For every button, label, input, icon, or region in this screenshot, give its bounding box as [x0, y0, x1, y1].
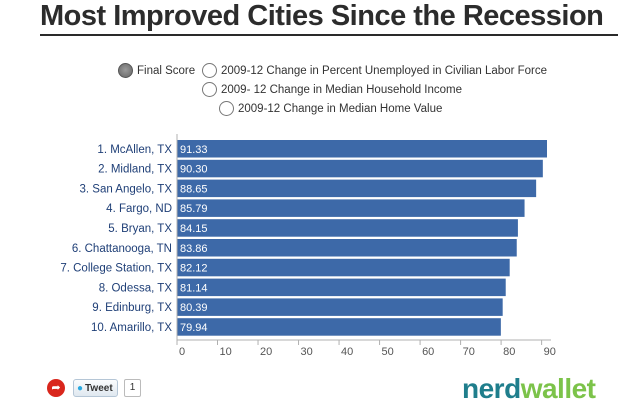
data-label: 80.39	[180, 302, 208, 314]
bar	[177, 219, 518, 237]
option-income-change[interactable]: 2009- 12 Change in Median Household Inco…	[202, 82, 462, 97]
share-button[interactable]: ➦	[47, 379, 65, 397]
option-label: 2009-12 Change in Median Home Value	[238, 102, 443, 115]
x-tick-label: 0	[179, 346, 185, 358]
x-tick-label: 80	[503, 346, 515, 358]
tweet-button[interactable]: ● Tweet	[73, 379, 118, 397]
bar	[177, 318, 501, 336]
x-tick-label: 50	[382, 346, 394, 358]
bar	[177, 179, 537, 198]
bar	[177, 140, 547, 158]
share-icon: ➦	[51, 382, 61, 394]
data-label: 90.30	[180, 164, 208, 176]
option-label: Final Score	[137, 64, 196, 77]
data-label: 83.86	[180, 243, 208, 255]
option-label: 2009- 12 Change in Median Household Inco…	[221, 83, 463, 96]
data-label: 82.12	[180, 263, 208, 275]
category-label: 3. San Angelo, TX	[80, 183, 173, 195]
x-tick-label: 60	[422, 346, 434, 358]
nerdwallet-logo: nerdwallet	[462, 373, 596, 404]
bar	[177, 278, 506, 297]
category-label: 5. Bryan, TX	[108, 223, 172, 235]
title-divider	[40, 34, 618, 36]
bar	[177, 298, 503, 316]
x-tick-label: 20	[260, 346, 272, 358]
x-tick-label: 40	[341, 346, 353, 358]
option-label: 2009-12 Change in Percent Unemployed in …	[221, 64, 548, 77]
option-unemployment-change[interactable]: 2009-12 Change in Percent Unemployed in …	[202, 63, 547, 78]
data-label: 91.33	[180, 144, 208, 156]
category-label: 2. Midland, TX	[98, 164, 172, 176]
bar	[177, 239, 517, 257]
category-label: 4. Fargo, ND	[106, 203, 172, 215]
category-label: 6. Chattanooga, TN	[72, 243, 172, 255]
data-label: 84.15	[180, 223, 208, 235]
twitter-bird-icon: ●	[77, 382, 84, 394]
category-label: 10. Amarillo, TX	[91, 322, 172, 334]
x-tick-label: 10	[220, 346, 232, 358]
page-title: Most Improved Cities Since the Recession	[40, 0, 604, 32]
data-label: 88.65	[180, 183, 208, 195]
radio-button[interactable]	[219, 101, 234, 116]
category-label: 7. College Station, TX	[60, 263, 172, 275]
x-tick-label: 30	[301, 346, 313, 358]
radio-button[interactable]	[118, 63, 133, 78]
option-final-score[interactable]: Final Score	[118, 63, 195, 78]
bar	[177, 258, 510, 277]
category-label: 1. McAllen, TX	[97, 144, 172, 156]
x-tick-label: 70	[463, 346, 475, 358]
radio-button[interactable]	[202, 63, 217, 78]
tweet-label: Tweet	[85, 382, 113, 394]
radio-button[interactable]	[202, 82, 217, 97]
tweet-count: 1	[124, 379, 141, 397]
data-label: 79.94	[180, 322, 208, 334]
data-label: 85.79	[180, 203, 208, 215]
bar	[177, 199, 525, 217]
category-label: 9. Edinburg, TX	[92, 302, 172, 314]
x-tick-label: 90	[544, 346, 556, 358]
bar	[177, 159, 543, 178]
option-home-value-change[interactable]: 2009-12 Change in Median Home Value	[219, 101, 442, 116]
category-label: 8. Odessa, TX	[99, 282, 173, 294]
data-label: 81.14	[180, 282, 208, 294]
